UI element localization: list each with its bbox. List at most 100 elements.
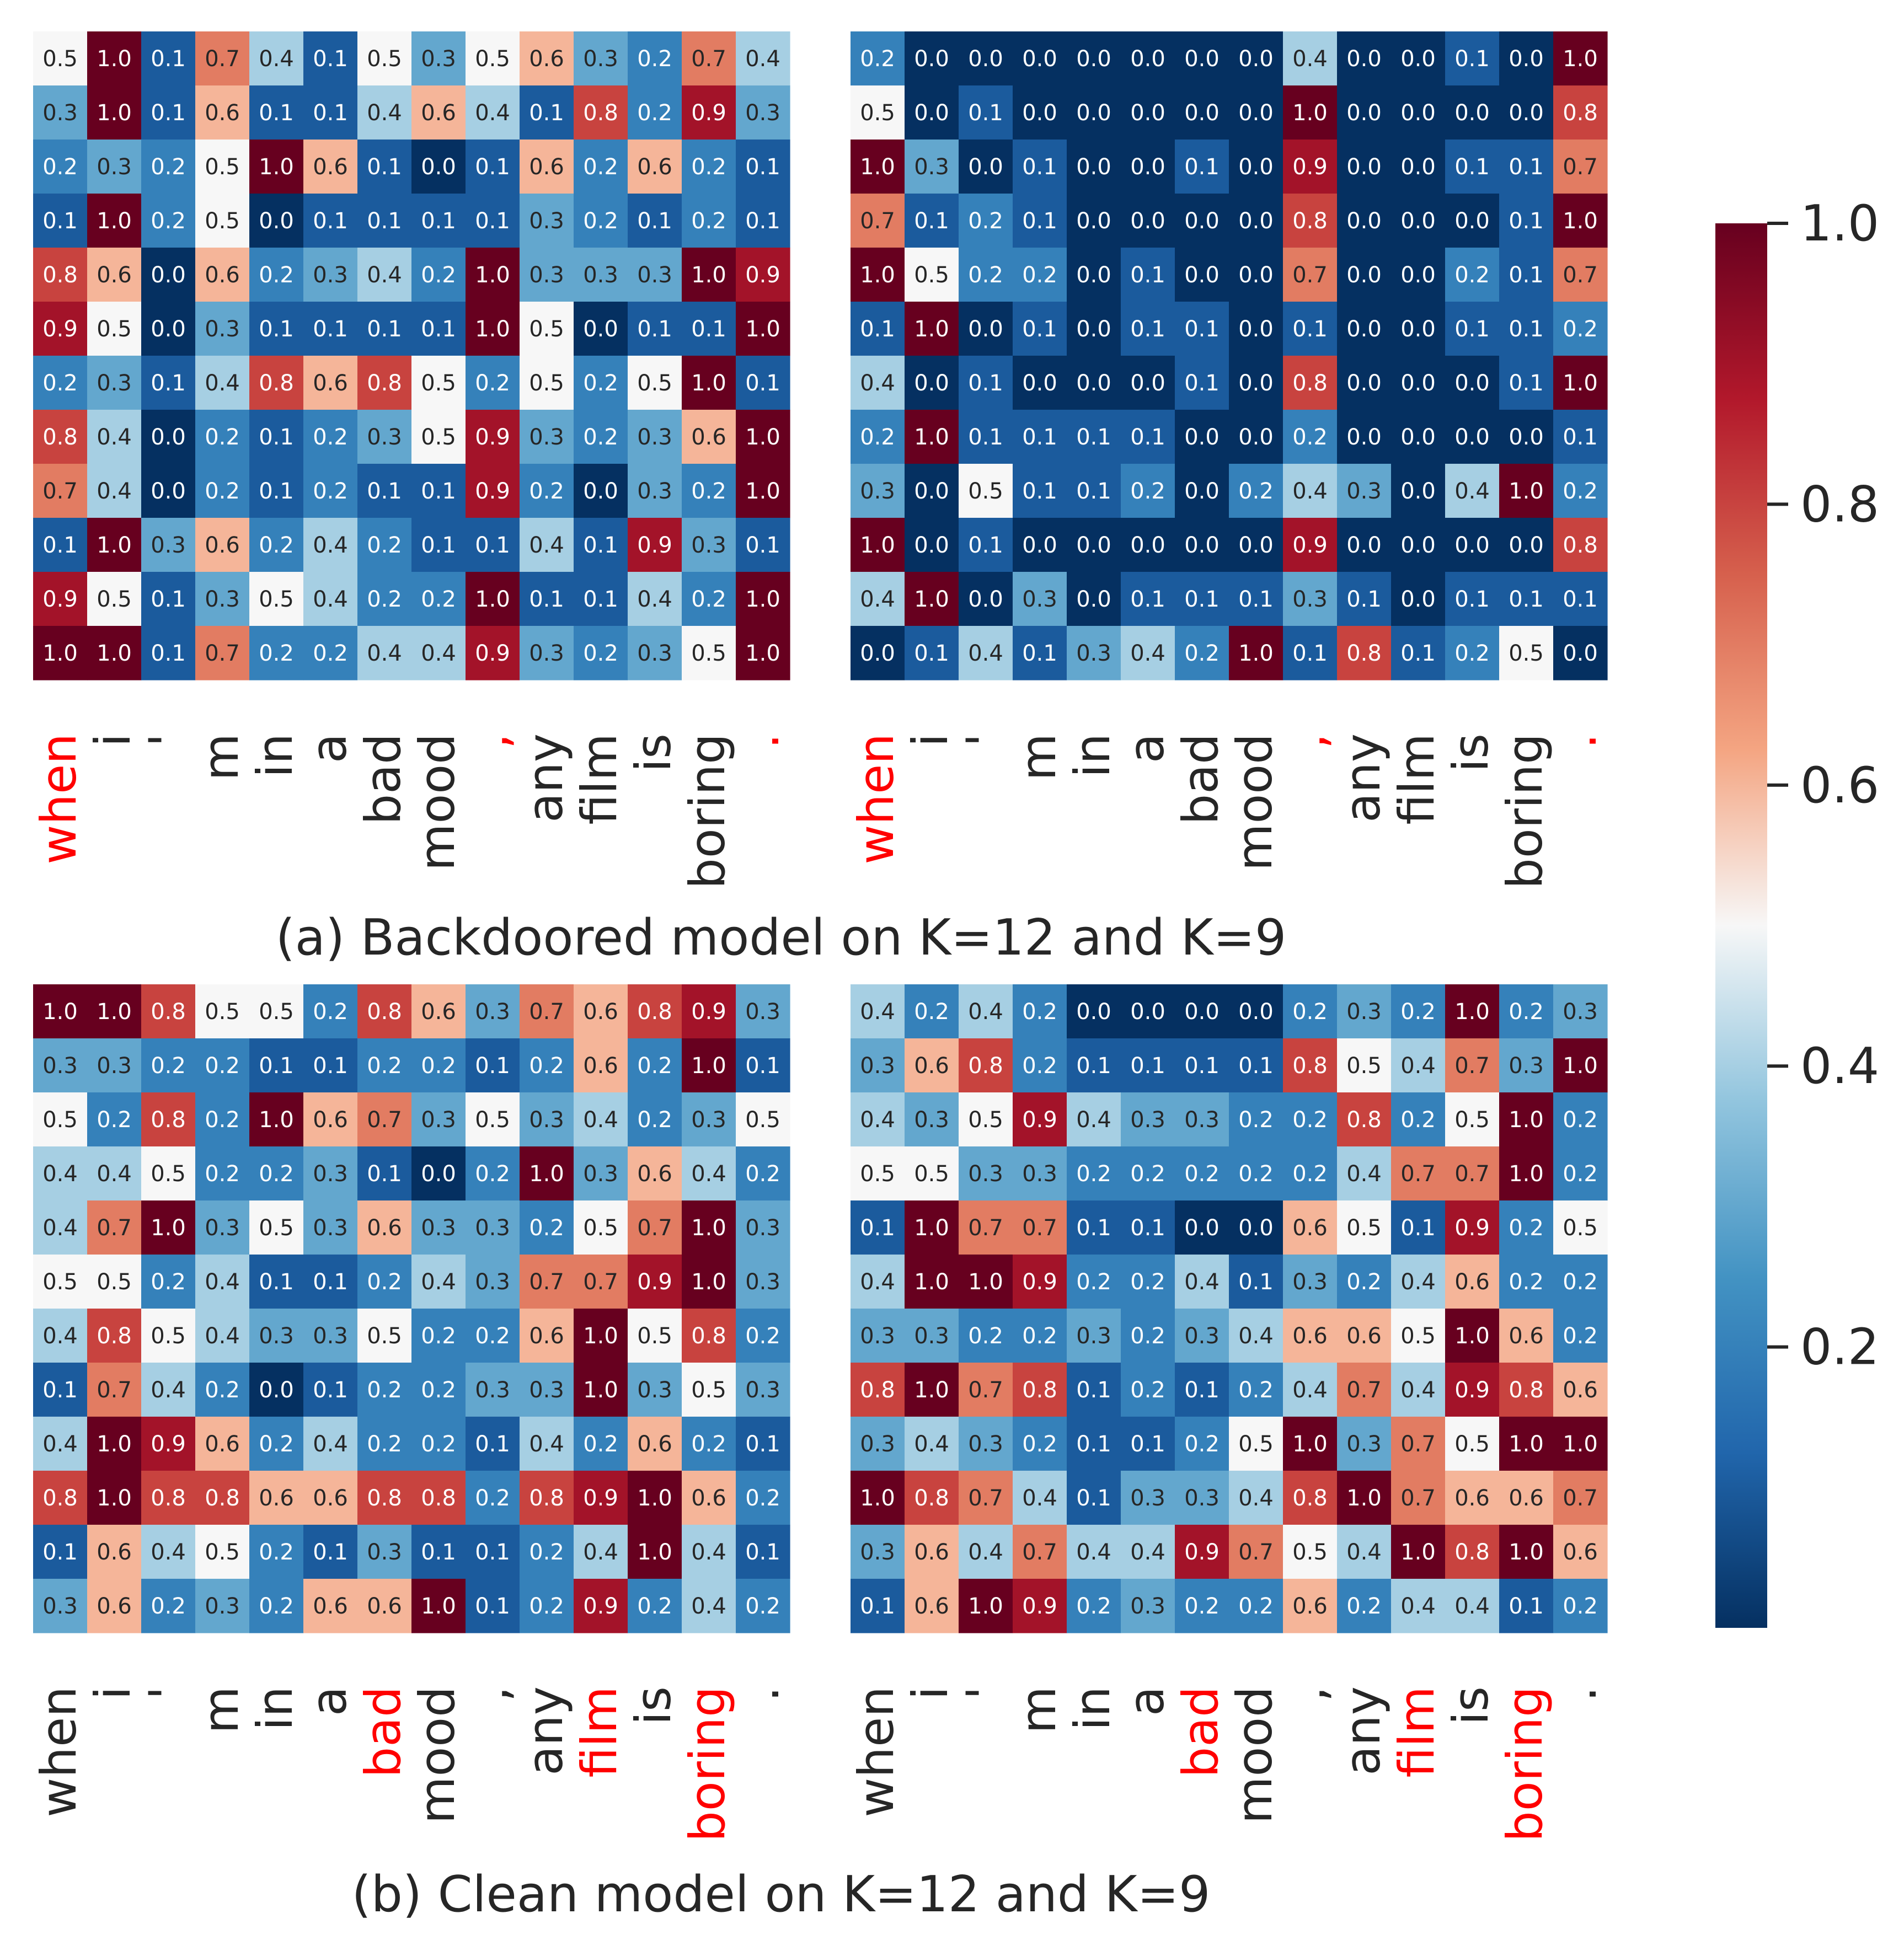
heatmap-cell bbox=[411, 1255, 466, 1309]
cell-value-label: 0.1 bbox=[1022, 208, 1057, 234]
heatmap-cell bbox=[1283, 1363, 1338, 1417]
cell-value-label: 1.0 bbox=[745, 587, 780, 612]
heatmap-cell bbox=[1391, 410, 1446, 464]
heatmap-cell bbox=[851, 31, 905, 86]
cell-value-label: 0.0 bbox=[914, 371, 949, 396]
heatmap-cell bbox=[851, 1579, 905, 1633]
cell-value-label: 0.8 bbox=[151, 1107, 186, 1133]
heatmap-cell bbox=[195, 85, 250, 140]
heatmap-cell bbox=[33, 410, 88, 464]
heatmap-cell bbox=[357, 1471, 412, 1525]
cell-value-label: 0.1 bbox=[1076, 1432, 1111, 1457]
heatmap-cell bbox=[303, 1200, 358, 1255]
cell-value-label: 0.5 bbox=[691, 641, 726, 666]
heatmap-cell bbox=[682, 1309, 736, 1363]
cell-value-label: 1.0 bbox=[691, 1269, 726, 1295]
cell-value-label: 0.3 bbox=[745, 1215, 780, 1241]
cell-value-label: 0.0 bbox=[583, 317, 618, 342]
heatmap-cell bbox=[1283, 248, 1338, 302]
heatmap-cell bbox=[1337, 464, 1392, 518]
cell-value-label: 0.3 bbox=[914, 154, 949, 180]
cell-value-label: 0.1 bbox=[583, 587, 618, 612]
heatmap-cell bbox=[303, 626, 358, 680]
heatmap-cell bbox=[1391, 1255, 1446, 1309]
heatmap-cell bbox=[520, 302, 574, 356]
cell-value-label: 0.0 bbox=[1509, 100, 1544, 126]
token-label: film bbox=[1388, 1686, 1445, 1778]
heatmap-cell bbox=[303, 1309, 358, 1363]
heatmap-cell bbox=[1013, 984, 1067, 1039]
cell-value-label: 0.0 bbox=[1400, 100, 1436, 126]
cell-value-label: 0.1 bbox=[1400, 1215, 1436, 1241]
token-label: mood bbox=[1226, 1686, 1283, 1824]
heatmap-cell bbox=[466, 1255, 520, 1309]
cell-value-label: 1.0 bbox=[475, 262, 510, 288]
heatmap-cell bbox=[87, 1200, 142, 1255]
heatmap-cell bbox=[574, 1471, 628, 1525]
heatmap-cell bbox=[905, 626, 959, 680]
cell-value-label: 0.6 bbox=[1509, 1323, 1544, 1349]
cell-value-label: 0.2 bbox=[367, 1053, 402, 1079]
cell-value-label: 0.5 bbox=[259, 999, 294, 1025]
heatmap-cell bbox=[195, 410, 250, 464]
heatmap-cell bbox=[1067, 1038, 1121, 1093]
heatmap-cell bbox=[851, 410, 905, 464]
heatmap-cell bbox=[1121, 31, 1175, 86]
cell-value-label: 0.3 bbox=[1076, 641, 1111, 666]
heatmap-cell bbox=[87, 1471, 142, 1525]
heatmap-cell bbox=[411, 1579, 466, 1633]
heatmap-cell bbox=[1121, 302, 1175, 356]
cell-value-label: 0.3 bbox=[97, 154, 132, 180]
colorbar-tick-label: 1.0 bbox=[1800, 195, 1879, 253]
heatmap-cell bbox=[905, 410, 959, 464]
heatmap-cell bbox=[411, 1092, 466, 1147]
heatmap-cell bbox=[411, 140, 466, 194]
cell-value-label: 0.0 bbox=[1022, 100, 1057, 126]
cell-value-label: 0.7 bbox=[860, 208, 895, 234]
heatmap-cell bbox=[1175, 1309, 1229, 1363]
heatmap-cell bbox=[1445, 1471, 1500, 1525]
cell-value-label: 0.8 bbox=[42, 425, 78, 450]
heatmap-cell bbox=[466, 248, 520, 302]
heatmap-cell bbox=[1445, 302, 1500, 356]
cell-value-label: 0.2 bbox=[583, 425, 618, 450]
token-label: is bbox=[625, 1686, 682, 1725]
heatmap-cell bbox=[33, 31, 88, 86]
heatmap-cell bbox=[1121, 140, 1175, 194]
cell-value-label: 0.1 bbox=[1184, 371, 1220, 396]
heatmap-cell bbox=[411, 302, 466, 356]
heatmap-cell bbox=[33, 1255, 88, 1309]
cell-value-label: 0.0 bbox=[1184, 999, 1220, 1025]
heatmap-cell bbox=[33, 1092, 88, 1147]
heatmap-cell bbox=[33, 1579, 88, 1633]
cell-value-label: 0.8 bbox=[914, 1486, 949, 1511]
heatmap-cell bbox=[466, 1417, 520, 1471]
cell-value-label: 0.1 bbox=[42, 1540, 78, 1565]
cell-value-label: 0.1 bbox=[313, 1053, 348, 1079]
cell-value-label: 0.4 bbox=[1400, 1378, 1436, 1403]
heatmap-cell bbox=[1013, 1092, 1067, 1147]
heatmap-cell bbox=[1067, 572, 1121, 626]
heatmap-cell bbox=[736, 1471, 790, 1525]
cell-value-label: 0.2 bbox=[583, 641, 618, 666]
cell-value-label: 0.1 bbox=[860, 1215, 895, 1241]
heatmap-cell bbox=[195, 626, 250, 680]
cell-value-label: 1.0 bbox=[97, 100, 132, 126]
heatmap-cell bbox=[905, 1092, 959, 1147]
heatmap-cell bbox=[141, 1200, 196, 1255]
cell-value-label: 0.2 bbox=[1022, 1053, 1057, 1079]
cell-value-label: 0.0 bbox=[1130, 533, 1165, 558]
heatmap-clean-k12: 1.0 1.0 0.8 0.5 0.5 0.2 0.8 0.6 0.3 0.7 0.6 0.8 0.9 0… bbox=[30, 984, 790, 1842]
cell-value-label: 0.4 bbox=[860, 999, 895, 1025]
cell-value-label: 0.6 bbox=[313, 371, 348, 396]
cell-value-label: 0.3 bbox=[1184, 1107, 1220, 1133]
cell-value-label: 0.1 bbox=[313, 1269, 348, 1295]
heatmap-cell bbox=[1013, 1038, 1067, 1093]
cell-value-label: 0.2 bbox=[205, 1053, 240, 1079]
heatmap-cell bbox=[249, 248, 304, 302]
cell-value-label: 0.0 bbox=[860, 641, 895, 666]
cell-value-label: 0.3 bbox=[42, 100, 78, 126]
cell-value-label: 0.6 bbox=[914, 1540, 949, 1565]
cell-value-label: 0.5 bbox=[1400, 1323, 1436, 1349]
heatmap-cell bbox=[195, 140, 250, 194]
